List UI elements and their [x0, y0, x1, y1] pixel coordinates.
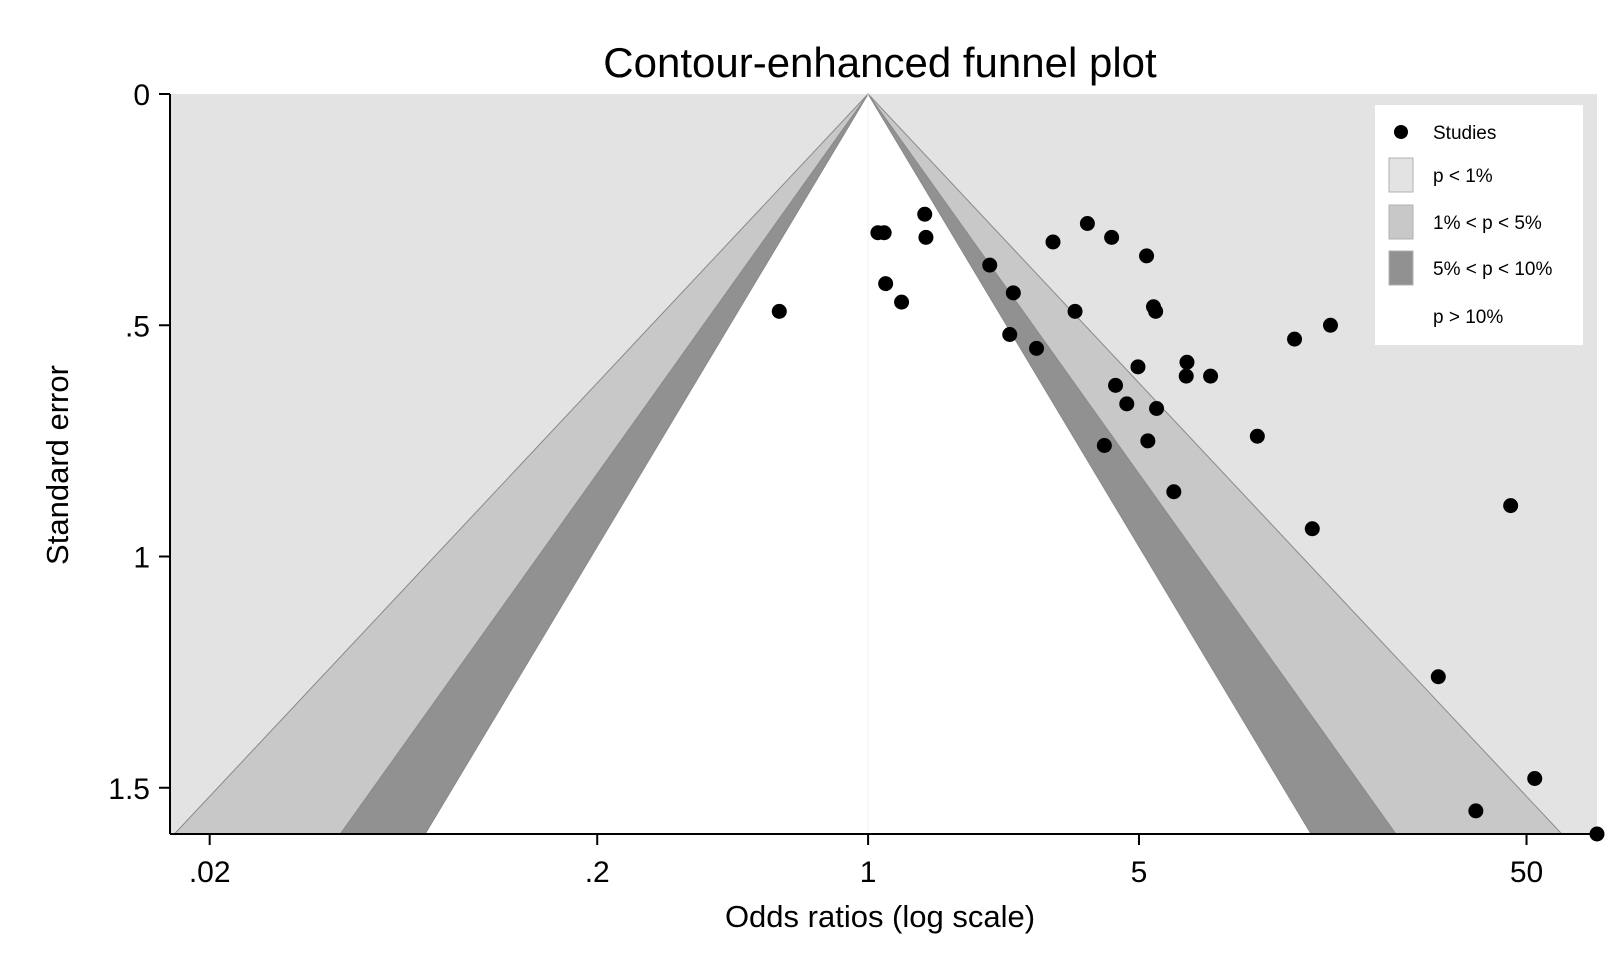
y-axis-label: Standard error	[40, 365, 75, 565]
study-point	[1249, 428, 1265, 444]
study-point	[1045, 234, 1061, 250]
study-point	[1139, 248, 1155, 264]
study-point	[1149, 401, 1165, 416]
study-point	[1119, 396, 1135, 412]
legend-label: p > 10%	[1433, 307, 1503, 328]
study-point	[894, 294, 910, 310]
study-point	[1179, 354, 1195, 370]
study-point	[1322, 317, 1338, 333]
legend-label: 1% < p < 5%	[1433, 213, 1542, 234]
study-point	[1067, 303, 1083, 319]
study-point	[1029, 340, 1045, 356]
chart-title: Contour-enhanced funnel plot	[603, 39, 1157, 86]
study-point	[1148, 303, 1164, 319]
study-point	[1079, 216, 1095, 231]
study-point	[1002, 327, 1018, 342]
legend: Studies p < 1% 1% < p < 5% 5% < p < 10% p > …	[1375, 105, 1583, 345]
y-tick-label: .5	[125, 310, 150, 343]
study-point	[1140, 433, 1156, 449]
study-point	[771, 303, 787, 319]
study-point	[1166, 484, 1182, 500]
x-tick-label: .2	[585, 856, 610, 889]
study-point	[1430, 669, 1446, 685]
study-point	[1005, 285, 1021, 301]
legend-swatch	[1389, 299, 1413, 333]
legend-label: p < 1%	[1433, 166, 1493, 187]
x-tick-label: 1	[860, 856, 877, 889]
study-point	[1096, 438, 1112, 453]
study-point	[917, 206, 933, 222]
y-tick-label: 1	[133, 542, 150, 575]
study-point	[918, 229, 934, 245]
study-point	[878, 276, 894, 292]
x-tick-label: .02	[189, 856, 231, 889]
x-tick-label: 5	[1131, 856, 1148, 889]
study-point	[1287, 331, 1303, 347]
x-tick-label: 50	[1510, 856, 1543, 889]
y-tick-label: 1.5	[108, 773, 150, 806]
study-point	[1108, 377, 1124, 393]
study-points	[771, 206, 1605, 842]
study-point	[1304, 521, 1320, 537]
axes: .02 .2 1 5 50 0 .5 1 1.5	[108, 79, 1597, 889]
study-point	[1203, 368, 1219, 384]
study-point	[1130, 359, 1146, 375]
study-point	[982, 257, 998, 273]
study-point	[1503, 498, 1519, 514]
legend-symbol-studies	[1394, 125, 1408, 139]
study-point	[1468, 803, 1484, 819]
study-point	[1178, 368, 1194, 384]
legend-label: 5% < p < 10%	[1433, 259, 1552, 280]
legend-swatch	[1388, 250, 1414, 286]
x-axis-label: Odds ratios (log scale)	[725, 899, 1035, 934]
study-point	[1527, 771, 1543, 786]
y-tick-label: 0	[133, 79, 150, 112]
study-point	[1104, 229, 1120, 245]
legend-swatch	[1388, 204, 1414, 240]
study-point	[1589, 826, 1605, 842]
legend-swatch	[1388, 157, 1414, 193]
study-point	[876, 225, 892, 241]
legend-label: Studies	[1433, 123, 1496, 144]
